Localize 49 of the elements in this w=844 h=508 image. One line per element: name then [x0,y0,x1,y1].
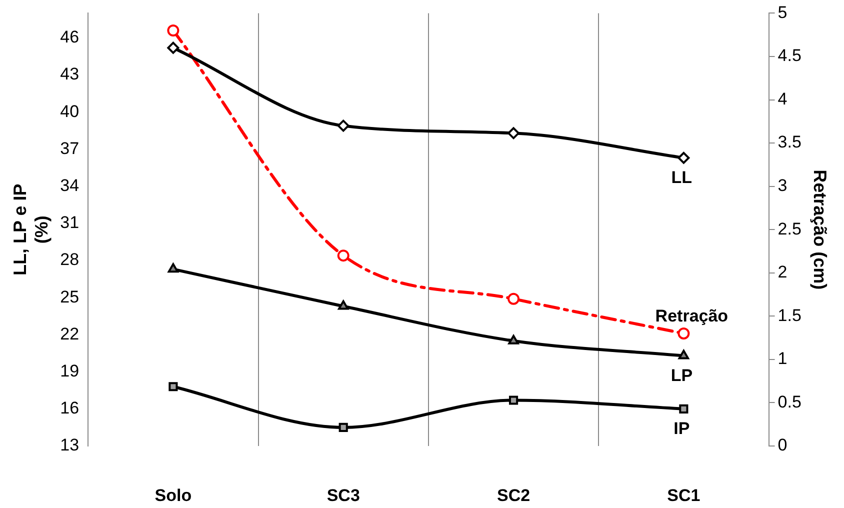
point [508,396,518,405]
point [167,24,180,37]
point [508,127,520,140]
point [678,350,690,360]
point [167,42,180,54]
point [508,334,519,344]
y-tick-label: 46 [60,28,80,47]
point [168,263,179,273]
y-tick-label: 37 [60,138,80,158]
y2-tick-label: 1 [778,349,788,368]
y-tick-label: 16 [60,398,80,418]
point [678,152,690,164]
series-label: LP [670,366,693,385]
series-label: IP [674,419,690,438]
y-tick-label: 25 [60,287,80,306]
y2-tick-label: 5 [778,2,788,22]
y-tick-label: 22 [60,324,80,344]
y2-axis-title: Retração (cm) [810,170,830,290]
y2-tick-label: 0.5 [778,392,802,412]
point [337,250,350,262]
x-tick-label: SC2 [496,486,530,505]
y2-tick-label: 0 [778,436,788,455]
point [679,404,688,414]
point [168,382,178,392]
y-tick-label: 43 [60,64,80,84]
y2-tick-label: 4.5 [778,46,802,66]
x-tick-label: SC3 [326,486,360,505]
point [338,300,349,310]
y2-tick-label: 2.5 [778,219,802,238]
y-tick-label: 34 [60,176,80,196]
point [337,120,350,132]
y-tick-label: 40 [60,102,80,121]
y-tick-label: 19 [60,361,80,380]
y-axis-title: LL, LP e IP (%) [10,184,52,276]
point [508,292,520,305]
y2-tick-label: 2 [778,262,788,282]
y-tick-label: 28 [60,250,80,270]
x-tick-label: Solo [154,486,192,505]
point [678,327,690,340]
point [338,422,348,432]
series-label: Retração [655,306,728,326]
y2-tick-label: 4 [778,89,788,108]
y-tick-label: 13 [60,436,80,455]
x-tick-label: SC1 [667,486,700,505]
y-tick-label: 31 [60,213,80,232]
series-label: LL [671,168,692,188]
y2-tick-label: 3 [778,176,788,196]
y2-tick-label: 3.5 [778,132,802,152]
y2-tick-label: 1.5 [778,306,802,325]
